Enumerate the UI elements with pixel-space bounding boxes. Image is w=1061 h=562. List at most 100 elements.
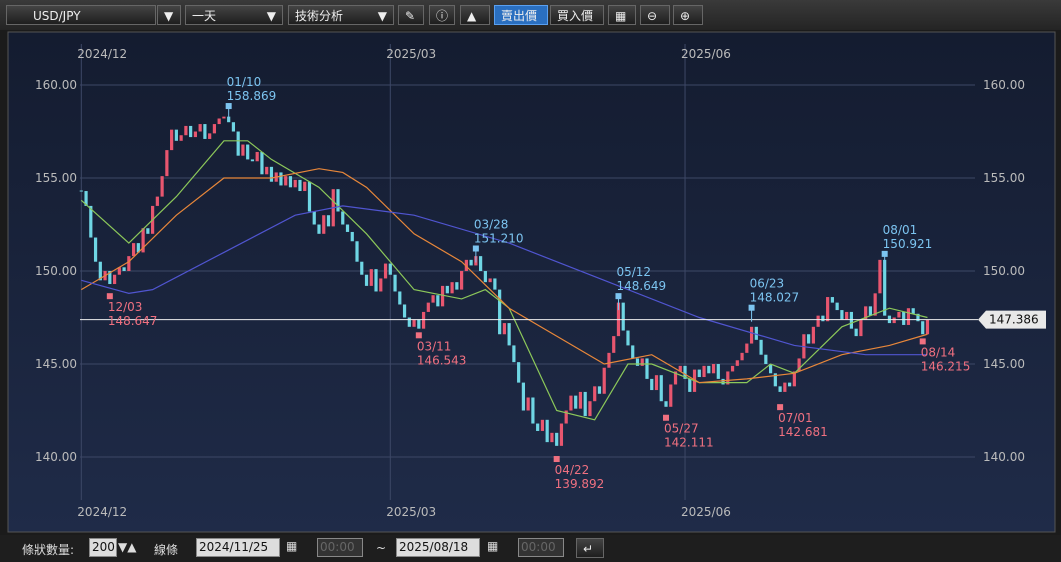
symbol-select[interactable]: USD/JPY xyxy=(6,5,156,25)
bid-button[interactable]: 賣出價 xyxy=(494,5,548,25)
candle xyxy=(217,118,221,125)
candle xyxy=(460,271,464,290)
candle xyxy=(445,285,449,294)
candle xyxy=(835,302,839,311)
dropdown[interactable]: ▼ xyxy=(157,5,181,25)
annotation-price: 146.215 xyxy=(921,359,971,373)
candle xyxy=(683,365,687,379)
candle xyxy=(864,306,868,320)
extreme-marker xyxy=(663,414,670,421)
y-tick-label: 160.00 xyxy=(35,78,77,92)
x-tick-label: 2025/06 xyxy=(681,505,731,519)
y-tick-label: 145.00 xyxy=(35,357,77,371)
candle xyxy=(807,334,811,344)
analysis-select[interactable]: 技術分析 ▼ xyxy=(288,5,394,25)
candle xyxy=(854,328,858,337)
last-price-label: 147.386 xyxy=(989,313,1039,327)
toolbar: USD/JPY ▼ 一天 ▼ 技術分析 ▼ ✎ ⓘ ▲ 賣出價 買入價 ▦ ⊖ ⊕ xyxy=(0,0,1061,30)
candle xyxy=(440,285,445,307)
candle xyxy=(117,267,121,275)
candle xyxy=(550,432,554,443)
candle xyxy=(179,135,183,141)
candle xyxy=(288,176,293,188)
zoom-in[interactable]: ⊕ xyxy=(673,5,703,25)
candle xyxy=(345,224,350,232)
calendar[interactable]: ▦ xyxy=(487,539,499,553)
candle xyxy=(878,259,882,294)
price-tag xyxy=(978,310,1046,329)
candle xyxy=(740,352,744,361)
candle xyxy=(108,271,112,285)
candle xyxy=(407,317,411,327)
candle xyxy=(250,159,255,162)
calendar[interactable]: ▦ xyxy=(286,539,298,553)
candle xyxy=(222,116,226,119)
candle xyxy=(911,308,915,314)
candle xyxy=(640,358,644,366)
annotation-date: 05/12 xyxy=(616,265,651,279)
end-date[interactable]: 2025/08/18 xyxy=(396,538,480,557)
separator: ~ xyxy=(376,541,387,555)
candle xyxy=(512,345,516,363)
x-tick-label: 2025/03 xyxy=(386,47,436,61)
candle xyxy=(322,215,326,234)
start-date[interactable]: 2024/11/25 xyxy=(196,538,280,557)
candle xyxy=(892,317,896,324)
candle xyxy=(483,271,487,283)
candle xyxy=(212,124,217,134)
extreme-marker xyxy=(415,332,422,339)
candle xyxy=(612,336,616,353)
chart-type-button[interactable]: ▲ xyxy=(460,5,490,25)
period-select[interactable]: 一天 ▼ xyxy=(185,5,283,25)
candle xyxy=(711,364,716,374)
candle xyxy=(317,224,321,234)
candle xyxy=(716,364,720,379)
candle xyxy=(488,278,492,283)
candle xyxy=(364,274,369,286)
bars-input[interactable]: 200 xyxy=(89,538,117,557)
reset-button[interactable]: ↵ xyxy=(576,538,604,558)
annotation-price: 139.892 xyxy=(555,477,605,491)
candle xyxy=(341,211,345,225)
candle xyxy=(749,326,754,344)
moving-average xyxy=(81,168,928,384)
extreme-marker xyxy=(919,338,926,345)
zoom-out[interactable]: ⊖ xyxy=(640,5,670,25)
candle xyxy=(540,419,545,431)
analysis: 技術分析 xyxy=(295,9,344,23)
info-button[interactable]: ⓘ xyxy=(429,5,455,25)
candle xyxy=(303,181,307,192)
symbol: USD/JPY xyxy=(33,9,81,23)
moving-average xyxy=(81,205,928,356)
candle xyxy=(883,259,887,316)
candle xyxy=(246,144,250,160)
candle xyxy=(502,323,506,335)
candle xyxy=(631,345,635,359)
candle xyxy=(707,365,711,374)
candle xyxy=(597,386,602,394)
candle xyxy=(98,261,102,281)
candle xyxy=(436,295,440,307)
ask-button[interactable]: 買入價 xyxy=(550,5,604,25)
candle xyxy=(925,319,930,335)
candle xyxy=(374,269,378,292)
candle xyxy=(778,386,782,392)
candle xyxy=(312,211,316,225)
candle xyxy=(526,397,530,411)
candle xyxy=(669,384,673,407)
annotation-price: 151.210 xyxy=(474,232,524,246)
draw-button[interactable]: ✎ xyxy=(398,5,424,25)
candle xyxy=(198,124,202,132)
spin[interactable]: ▼▲ xyxy=(118,540,137,554)
annotation-price: 142.111 xyxy=(664,436,714,450)
grid-button[interactable]: ▦ xyxy=(608,5,636,25)
annotation-price: 146.543 xyxy=(417,353,467,367)
candle xyxy=(659,375,663,402)
candle xyxy=(916,313,920,322)
candle xyxy=(635,358,640,366)
candle xyxy=(555,432,559,446)
x-tick-label: 2025/03 xyxy=(386,505,436,519)
candle xyxy=(450,282,454,294)
extreme-marker xyxy=(106,293,113,300)
